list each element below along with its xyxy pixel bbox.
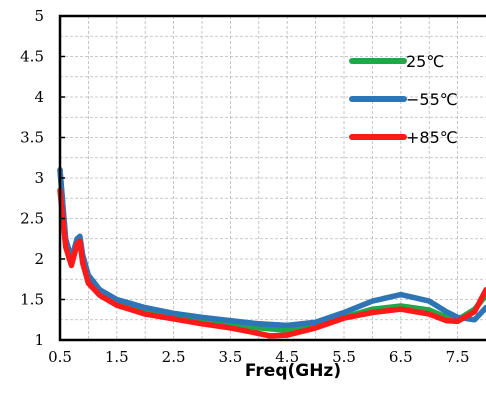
x-tick-label: 5.5 [332,348,356,366]
x-tick-label: 4.5 [275,348,299,366]
y-tick-label: 3.5 [20,129,44,147]
x-tick-label: 1.5 [105,348,129,366]
x-tick-label: 7.5 [446,348,470,366]
legend-label: +85℃ [406,128,458,147]
x-tick-label: 0.5 [48,348,72,366]
legend-label: −55℃ [406,90,458,109]
x-tick-label: 6.5 [389,348,413,366]
legend: 25℃ −55℃ +85℃ [349,52,458,147]
y-tick-label: 1 [34,331,44,349]
legend-label: 25℃ [406,52,444,71]
series-line-1 [57,167,486,329]
y-tick-labels: 1 1.5 2 2.5 3 3.5 4 4.5 5 [20,7,65,349]
y-tick-label: 4 [34,88,44,106]
y-tick-label: 5 [34,7,44,25]
x-tick-label: 3.5 [218,348,242,366]
x-tick-labels: 0.5 1.5 2.5 3.5 4.5 5.5 6.5 7.5 [48,348,469,366]
y-tick-label: 3 [34,169,44,187]
series-lines [57,167,486,339]
y-tick-label: 2 [34,250,44,268]
y-tick-label: 4.5 [20,48,44,66]
x-axis-label: Freq(GHz) [245,361,341,381]
y-tick-label: 2.5 [20,210,44,228]
series-line-2 [57,187,486,339]
y-tick-label: 1.5 [20,291,44,309]
x-tick-label: 2.5 [162,348,186,366]
